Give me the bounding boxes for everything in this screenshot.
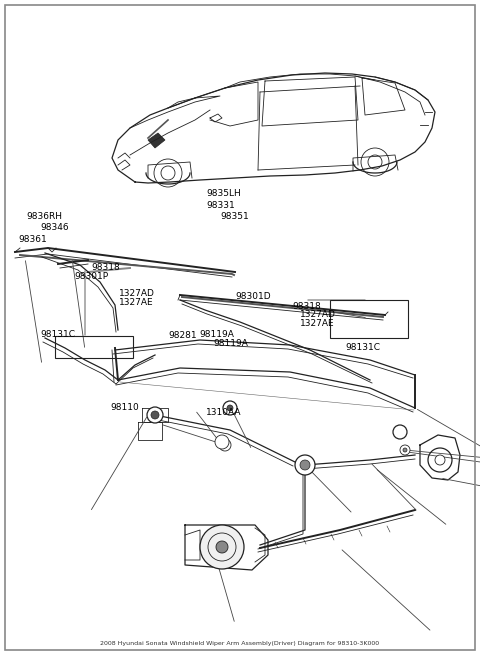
Text: 98119A: 98119A (214, 339, 249, 348)
Text: 98318: 98318 (293, 302, 322, 311)
Circle shape (200, 525, 244, 569)
Text: 98131C: 98131C (41, 329, 76, 339)
Circle shape (219, 439, 231, 451)
Text: 98351: 98351 (221, 212, 250, 221)
Text: 9836RH: 9836RH (26, 212, 62, 221)
Circle shape (147, 407, 163, 423)
Text: 98110: 98110 (110, 403, 139, 412)
Circle shape (223, 443, 227, 447)
Text: 98361: 98361 (18, 234, 47, 244)
Text: 98331: 98331 (206, 200, 235, 210)
Bar (55, 336, 133, 358)
Circle shape (215, 435, 229, 449)
Polygon shape (148, 133, 165, 148)
Text: 1327AD: 1327AD (300, 310, 336, 319)
Circle shape (151, 411, 159, 419)
Text: 98131C: 98131C (346, 343, 381, 352)
Text: 1327AE: 1327AE (300, 319, 335, 328)
Text: 2008 Hyundai Sonata Windshield Wiper Arm Assembly(Driver) Diagram for 98310-3K00: 2008 Hyundai Sonata Windshield Wiper Arm… (100, 641, 380, 645)
Bar (330, 300, 408, 338)
Text: 1327AE: 1327AE (119, 298, 154, 307)
Circle shape (295, 455, 315, 475)
Text: 98318: 98318 (91, 263, 120, 272)
Circle shape (227, 405, 233, 411)
Text: 1327AD: 1327AD (119, 289, 155, 298)
Text: 98119A: 98119A (199, 329, 234, 339)
Text: 98301D: 98301D (235, 291, 271, 301)
Circle shape (216, 541, 228, 553)
Circle shape (400, 445, 410, 455)
Circle shape (393, 425, 407, 439)
Text: 9835LH: 9835LH (206, 189, 241, 198)
Circle shape (403, 448, 407, 452)
Text: 98346: 98346 (41, 223, 70, 233)
Text: 98301P: 98301P (74, 272, 108, 281)
Text: 1310AA: 1310AA (206, 408, 242, 417)
Circle shape (300, 460, 310, 470)
Circle shape (223, 401, 237, 415)
Circle shape (435, 455, 445, 465)
Text: 98281: 98281 (168, 331, 197, 340)
